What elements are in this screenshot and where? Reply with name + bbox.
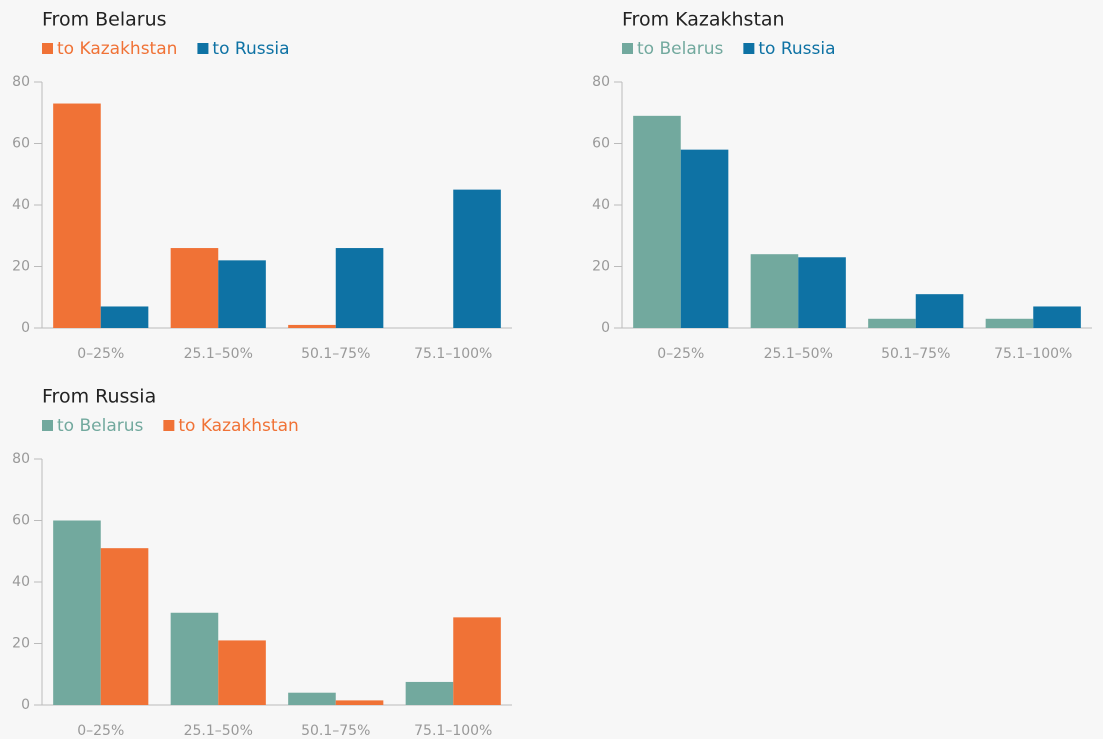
x-tick-label: 25.1–50% — [184, 346, 253, 362]
bar — [453, 189, 501, 328]
bar — [288, 692, 336, 705]
legend-label: to Russia — [212, 39, 289, 59]
bar — [170, 248, 219, 328]
y-tick-label: 40 — [12, 574, 30, 590]
x-tick-label: 75.1–100% — [414, 346, 492, 362]
legend-swatch — [743, 43, 755, 54]
bar — [985, 318, 1034, 328]
y-tick-label: 80 — [12, 451, 30, 467]
bar — [915, 294, 964, 328]
x-tick-label: 75.1–100% — [414, 723, 492, 739]
bar — [798, 257, 846, 328]
chart-panel: From Russia to Belarus to Kazakhstan 0 20 40 6… — [12, 386, 512, 739]
bar — [100, 306, 149, 328]
legend-label: to Belarus — [57, 416, 143, 436]
y-tick-label: 20 — [592, 259, 610, 275]
bar — [335, 248, 384, 328]
x-tick-label: 25.1–50% — [184, 723, 253, 739]
x-tick-label: 0–25% — [657, 346, 704, 362]
y-tick-label: 0 — [601, 320, 610, 336]
bar — [633, 115, 681, 328]
bar — [288, 324, 336, 328]
bar — [53, 520, 101, 705]
bar — [218, 260, 266, 328]
chart-title: From Kazakhstan — [622, 9, 785, 31]
y-tick-label: 60 — [12, 513, 30, 529]
bar — [405, 681, 454, 705]
y-tick-label: 60 — [592, 136, 610, 152]
y-tick-label: 40 — [592, 197, 610, 213]
y-tick-label: 80 — [12, 74, 30, 90]
legend-swatch — [197, 43, 209, 54]
chart-panel: From Belarus to Kazakhstan to Russia 0 20 40 6… — [12, 9, 512, 362]
bar — [868, 318, 916, 328]
x-tick-label: 50.1–75% — [301, 723, 370, 739]
x-tick-label: 25.1–50% — [764, 346, 833, 362]
bar — [335, 700, 384, 705]
chart-title: From Russia — [42, 386, 156, 408]
bar — [100, 548, 149, 705]
legend-swatch — [163, 420, 175, 431]
x-tick-label: 50.1–75% — [301, 346, 370, 362]
x-tick-label: 0–25% — [77, 346, 124, 362]
y-tick-label: 40 — [12, 197, 30, 213]
x-tick-label: 50.1–75% — [881, 346, 950, 362]
legend-label: to Belarus — [637, 39, 723, 59]
y-tick-label: 20 — [12, 259, 30, 275]
legend-label: to Kazakhstan — [57, 39, 177, 59]
legend-label: to Kazakhstan — [178, 416, 298, 436]
bar — [1033, 306, 1081, 328]
x-tick-label: 75.1–100% — [994, 346, 1072, 362]
y-tick-label: 0 — [21, 320, 30, 336]
bar — [53, 103, 101, 329]
chart-title: From Belarus — [42, 9, 167, 31]
y-tick-label: 0 — [21, 697, 30, 713]
y-tick-label: 60 — [12, 136, 30, 152]
legend-swatch — [42, 43, 53, 54]
chart-panel: From Kazakhstan to Belarus to Russia 0 20 40 6… — [592, 9, 1092, 362]
legend-swatch — [622, 43, 633, 54]
legend-swatch — [42, 420, 53, 431]
bar — [750, 254, 799, 328]
bar — [218, 640, 266, 705]
y-tick-label: 80 — [592, 74, 610, 90]
y-tick-label: 20 — [12, 636, 30, 652]
bar — [170, 612, 219, 705]
x-tick-label: 0–25% — [77, 723, 124, 739]
bar — [680, 149, 729, 328]
legend-label: to Russia — [758, 39, 835, 59]
bar — [453, 617, 501, 705]
